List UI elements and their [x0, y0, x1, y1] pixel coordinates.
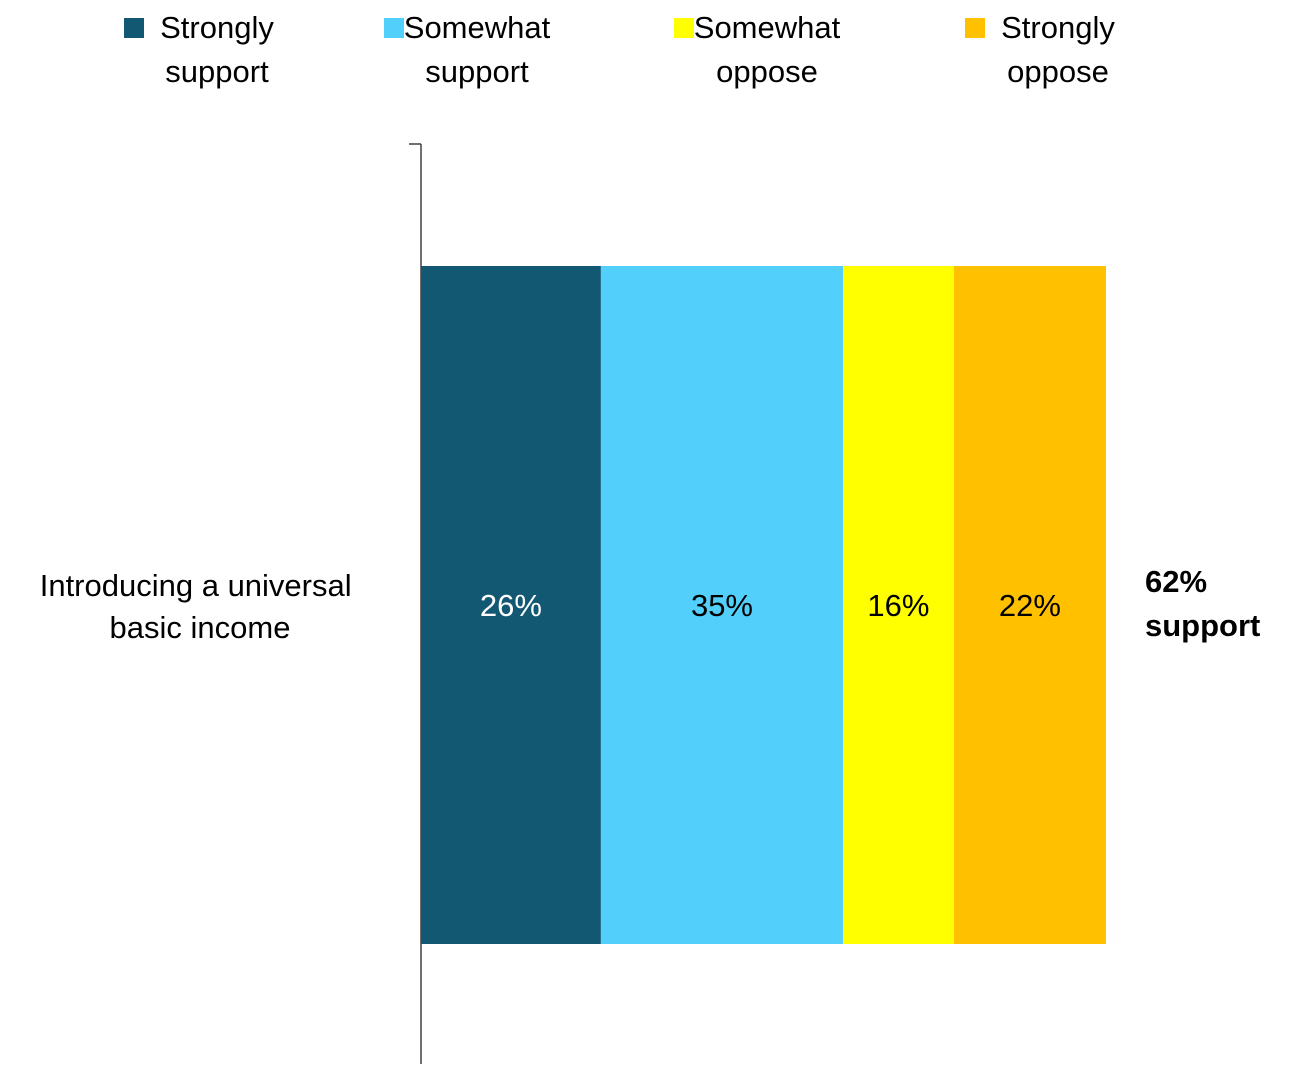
bar-group: 26% 35% 16% 22%: [421, 266, 1106, 944]
data-label-strongly-support: 26%: [480, 588, 542, 623]
legend-item-somewhat-support: Somewhat support: [384, 10, 551, 89]
legend-label-somewhat-support: Somewhat support: [404, 10, 551, 89]
legend: Strongly support Somewhat support Somewhat op…: [124, 10, 1115, 89]
legend-item-somewhat-oppose: Somewhat oppose: [674, 10, 841, 89]
legend-item-strongly-oppose: Strongly oppose: [965, 10, 1115, 89]
bar-segment-somewhat-oppose: [843, 266, 954, 944]
data-label-somewhat-support: 35%: [691, 588, 753, 623]
data-label-somewhat-oppose: 16%: [867, 588, 929, 623]
legend-swatch-somewhat-oppose: [674, 18, 694, 38]
legend-swatch-strongly-support: [124, 18, 144, 38]
legend-swatch-somewhat-support: [384, 18, 404, 38]
category-label: Introducing a universal basic income: [40, 568, 361, 645]
legend-item-strongly-support: Strongly support: [124, 10, 274, 89]
legend-label-strongly-support: Strongly support: [160, 10, 274, 89]
bar-segment-somewhat-support: [600, 266, 844, 944]
bar-segment-strongly-oppose: [953, 266, 1106, 944]
legend-label-strongly-oppose: Strongly oppose: [1001, 10, 1115, 89]
legend-swatch-strongly-oppose: [965, 18, 985, 38]
bar-segment-strongly-support: [421, 266, 601, 944]
legend-label-somewhat-oppose: Somewhat oppose: [694, 10, 841, 89]
support-total-annotation: 62% support: [1145, 564, 1260, 643]
data-label-strongly-oppose: 22%: [999, 588, 1061, 623]
